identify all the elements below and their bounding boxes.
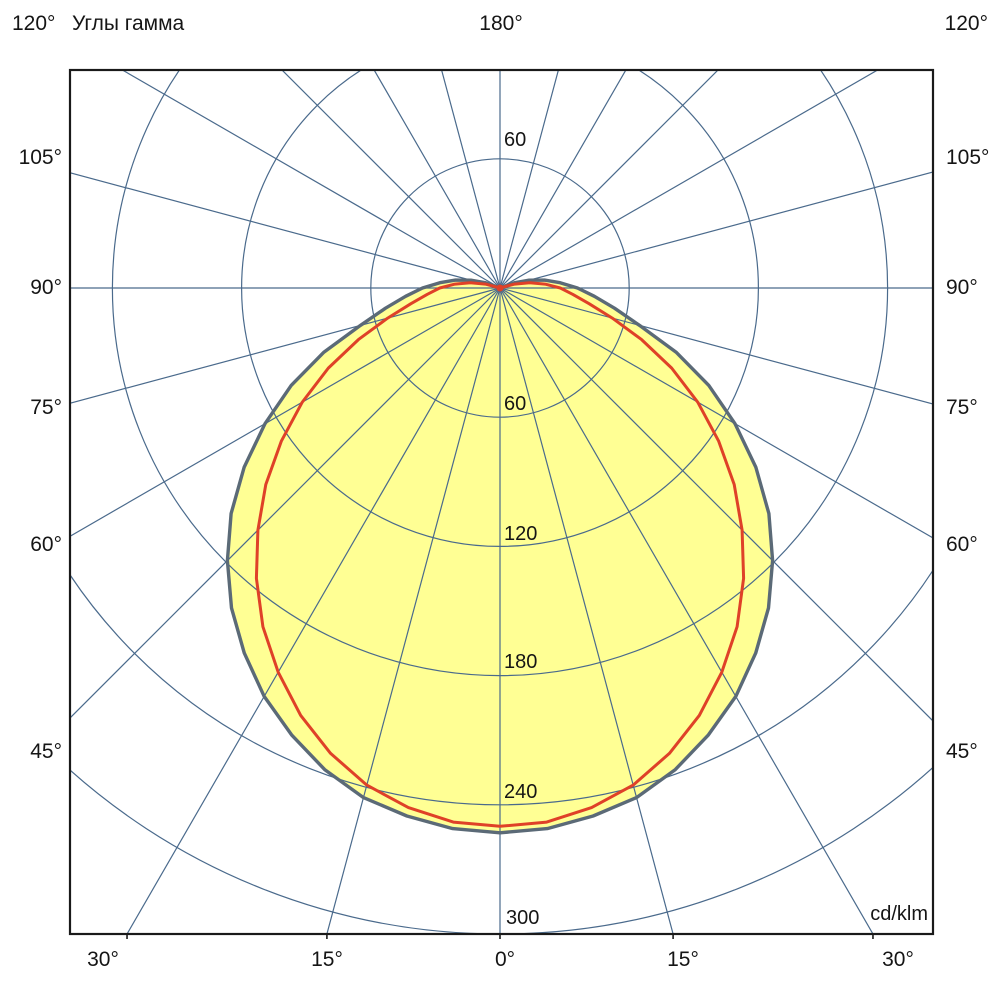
corner-angle-label-top-right: 120°	[944, 12, 988, 35]
gamma-label-bottom-30-right: 30°	[882, 948, 914, 971]
intensity-label-180: 180	[504, 651, 538, 673]
gamma-label-left-60: 60°	[30, 533, 62, 556]
gamma-label-right-60: 60°	[946, 533, 978, 556]
corner-angle-label-top-left: 120°	[12, 12, 56, 35]
gamma-label-right-75: 75°	[946, 396, 978, 419]
gamma-label-bottom-0: 0°	[494, 948, 516, 971]
gamma-label-bottom-15-right: 15°	[667, 948, 699, 971]
units-label: cd/klm	[870, 903, 928, 925]
intensity-label-60: 60	[504, 393, 527, 415]
gamma-label-left-90: 90°	[30, 276, 62, 299]
gamma-label-left-75: 75°	[30, 396, 62, 419]
chart-title: Углы гамма	[72, 12, 185, 35]
gamma-label-left-45: 45°	[30, 740, 62, 763]
gamma-label-bottom-15-left: 15°	[311, 948, 343, 971]
gamma-label-bottom-30-left: 30°	[87, 948, 119, 971]
intensity-label-300: 300	[506, 907, 540, 929]
top-angle-label: 180°	[479, 12, 523, 35]
intensity-label-120: 120	[504, 523, 538, 545]
gamma-label-right-90: 90°	[946, 276, 978, 299]
intensity-label-60-up: 60	[504, 129, 527, 151]
intensity-label-240: 240	[504, 781, 538, 803]
gamma-label-right-105: 105°	[946, 146, 990, 169]
gamma-label-left-105: 105°	[18, 146, 62, 169]
gamma-label-right-45: 45°	[946, 740, 978, 763]
